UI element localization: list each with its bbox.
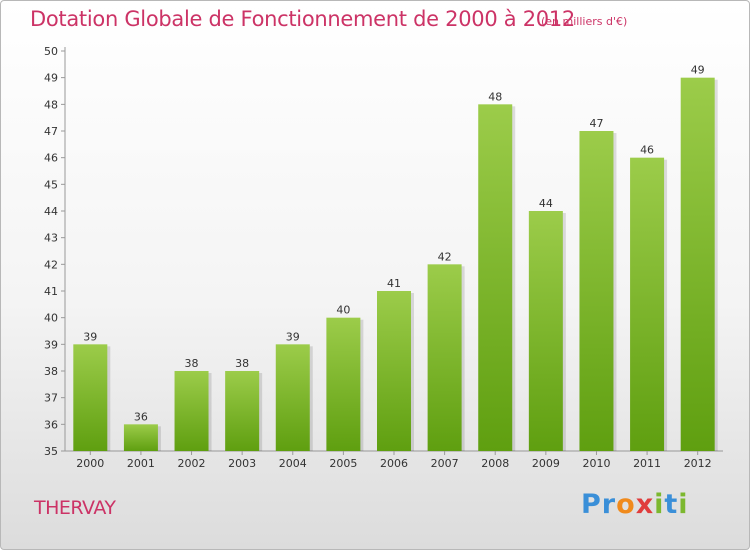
bar-2008 [478, 104, 513, 451]
y-tick-label: 44 [44, 205, 58, 218]
logo-letter: i [678, 489, 689, 520]
y-tick-label: 35 [44, 445, 58, 458]
data-label: 36 [134, 410, 148, 423]
y-tick-label: 39 [44, 338, 58, 351]
data-label: 38 [235, 357, 249, 370]
bar-2003 [225, 371, 260, 451]
y-tick-label: 49 [44, 72, 58, 85]
x-tick-label: 2007 [431, 457, 459, 470]
x-tick-label: 2005 [329, 457, 357, 470]
x-tick-label: 2001 [127, 457, 155, 470]
data-label: 46 [640, 144, 654, 157]
data-label: 44 [539, 197, 553, 210]
x-tick-label: 2008 [481, 457, 509, 470]
data-label: 47 [589, 117, 603, 130]
y-tick-label: 46 [44, 152, 58, 165]
y-tick-label: 41 [44, 285, 58, 298]
y-tick-label: 45 [44, 178, 58, 191]
x-tick-label: 2002 [178, 457, 206, 470]
data-label: 42 [438, 250, 452, 263]
y-tick-label: 50 [44, 45, 58, 58]
chart-subtitle: (en milliers d'€) [541, 15, 628, 28]
logo-letter: r [601, 489, 617, 520]
bar-2002 [174, 371, 209, 451]
y-tick-label: 43 [44, 232, 58, 245]
bar-2010 [579, 131, 614, 451]
data-label: 39 [286, 330, 300, 343]
logo-letter: x [635, 489, 655, 520]
bar-2004 [275, 344, 310, 451]
x-tick-label: 2003 [228, 457, 256, 470]
bar-2009 [528, 211, 563, 451]
x-tick-label: 2011 [633, 457, 661, 470]
y-tick-label: 48 [44, 98, 58, 111]
bar-2006 [377, 291, 411, 451]
y-tick-label: 38 [44, 365, 58, 378]
data-label: 39 [83, 330, 97, 343]
logo-letter: i [654, 489, 665, 520]
chart-title: Dotation Globale de Fonctionnement de 20… [30, 7, 575, 31]
logo-letter: P [581, 489, 602, 520]
bar-2012 [680, 77, 715, 452]
data-label: 48 [488, 90, 502, 103]
data-label: 40 [336, 304, 350, 317]
city-name: THERVAY [34, 497, 116, 519]
x-tick-label: 2004 [279, 457, 307, 470]
logo-letter: t [664, 489, 679, 520]
y-tick-label: 36 [44, 418, 58, 431]
data-label: 38 [185, 357, 199, 370]
logo-letter: o [616, 489, 636, 520]
y-tick-label: 37 [44, 392, 58, 405]
bar-2000 [73, 344, 108, 451]
y-tick-label: 47 [44, 125, 58, 138]
y-tick-label: 40 [44, 312, 58, 325]
bar-2011 [630, 157, 665, 451]
x-tick-label: 2009 [532, 457, 560, 470]
x-tick-label: 2000 [76, 457, 104, 470]
bar-2007 [427, 264, 462, 451]
x-tick-label: 2006 [380, 457, 408, 470]
bar-2001 [123, 424, 158, 451]
proxiti-logo[interactable]: Proxiti [581, 489, 689, 520]
bar-2005 [326, 317, 361, 451]
y-tick-label: 42 [44, 258, 58, 271]
data-label: 49 [691, 64, 705, 77]
x-tick-label: 2012 [684, 457, 712, 470]
data-label: 41 [387, 277, 401, 290]
x-tick-label: 2010 [582, 457, 610, 470]
